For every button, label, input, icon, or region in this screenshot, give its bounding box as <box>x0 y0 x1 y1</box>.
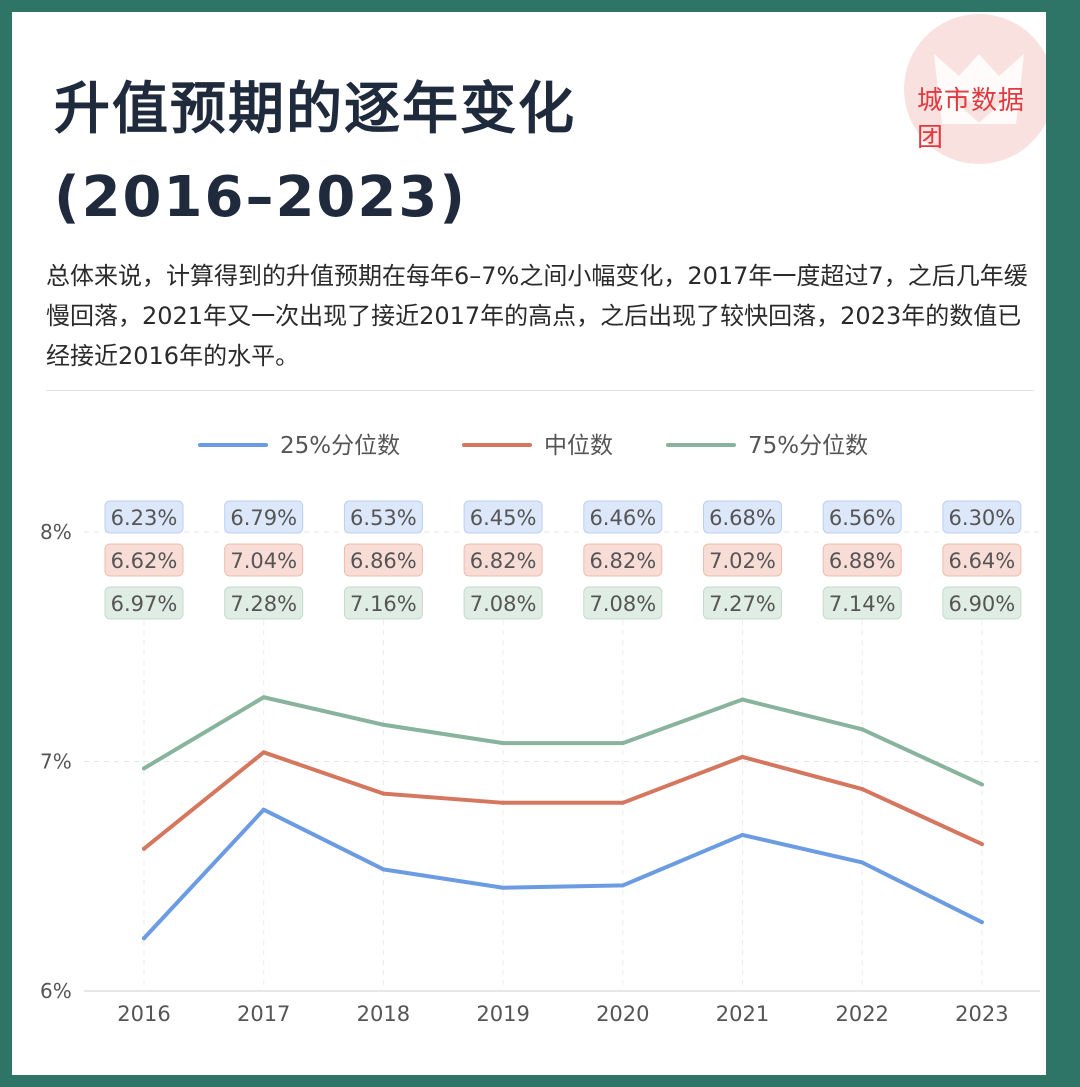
data-label-median: 6.62% <box>111 549 178 573</box>
data-point-median <box>142 847 146 851</box>
data-point-p25 <box>860 860 864 864</box>
data-label-p75: 7.28% <box>230 592 297 616</box>
data-point-p25 <box>381 867 385 871</box>
data-point-p75 <box>262 695 266 699</box>
data-label-p75: 7.27% <box>709 592 776 616</box>
data-label-p25: 6.45% <box>470 506 537 530</box>
y-tick-label: 8% <box>40 520 72 544</box>
legend-label-p75: 75%分位数 <box>748 433 868 459</box>
data-label-p75: 7.08% <box>470 592 537 616</box>
data-label-p75: 7.16% <box>350 592 417 616</box>
data-label-p75: 6.97% <box>111 592 178 616</box>
data-point-p25 <box>621 883 625 887</box>
data-point-median <box>860 787 864 791</box>
series-line-median <box>144 752 982 848</box>
data-point-p75 <box>741 698 745 702</box>
data-label-median: 6.88% <box>829 549 896 573</box>
data-label-median: 7.02% <box>709 549 776 573</box>
data-label-p75: 7.08% <box>589 592 656 616</box>
series-line-p75 <box>144 697 982 784</box>
data-point-median <box>262 750 266 754</box>
data-point-median <box>381 792 385 796</box>
data-label-p75: 6.90% <box>949 592 1016 616</box>
series-line-p25 <box>144 810 982 939</box>
data-point-median <box>980 842 984 846</box>
data-point-median <box>741 755 745 759</box>
x-tick-label: 2020 <box>596 1002 649 1026</box>
x-tick-label: 2022 <box>835 1002 888 1026</box>
data-label-p25: 6.30% <box>949 506 1016 530</box>
data-label-p25: 6.23% <box>111 506 178 530</box>
data-point-p25 <box>741 833 745 837</box>
data-label-median: 6.64% <box>949 549 1016 573</box>
x-tick-label: 2023 <box>955 1002 1008 1026</box>
data-label-p25: 6.79% <box>230 506 297 530</box>
x-tick-label: 2019 <box>476 1002 529 1026</box>
data-point-p75 <box>501 741 505 745</box>
data-point-p75 <box>980 782 984 786</box>
data-point-p75 <box>621 741 625 745</box>
line-chart: 25%分位数 中位数 75%分位数 6% 7% 8% 2016 2017 2018 2019 202… <box>0 0 1080 1087</box>
data-point-p25 <box>980 920 984 924</box>
data-label-median: 6.82% <box>470 549 537 573</box>
data-label-p25: 6.56% <box>829 506 896 530</box>
data-label-median: 6.86% <box>350 549 417 573</box>
legend-label-p25: 25%分位数 <box>280 433 400 459</box>
legend-label-median: 中位数 <box>544 433 613 459</box>
data-label-p25: 6.68% <box>709 506 776 530</box>
data-point-p75 <box>142 766 146 770</box>
y-tick-label: 7% <box>40 750 72 774</box>
data-point-p25 <box>262 808 266 812</box>
x-tick-label: 2018 <box>357 1002 410 1026</box>
x-tick-label: 2021 <box>716 1002 769 1026</box>
data-point-p25 <box>501 886 505 890</box>
data-label-p25: 6.53% <box>350 506 417 530</box>
x-tick-label: 2017 <box>237 1002 290 1026</box>
data-point-p75 <box>860 727 864 731</box>
x-tick-label: 2016 <box>117 1002 170 1026</box>
data-label-p75: 7.14% <box>829 592 896 616</box>
data-label-median: 7.04% <box>230 549 297 573</box>
data-point-p25 <box>142 936 146 940</box>
data-label-median: 6.82% <box>589 549 656 573</box>
data-point-median <box>621 801 625 805</box>
y-tick-label: 6% <box>40 979 72 1003</box>
data-point-p75 <box>381 723 385 727</box>
data-point-median <box>501 801 505 805</box>
data-label-p25: 6.46% <box>589 506 656 530</box>
